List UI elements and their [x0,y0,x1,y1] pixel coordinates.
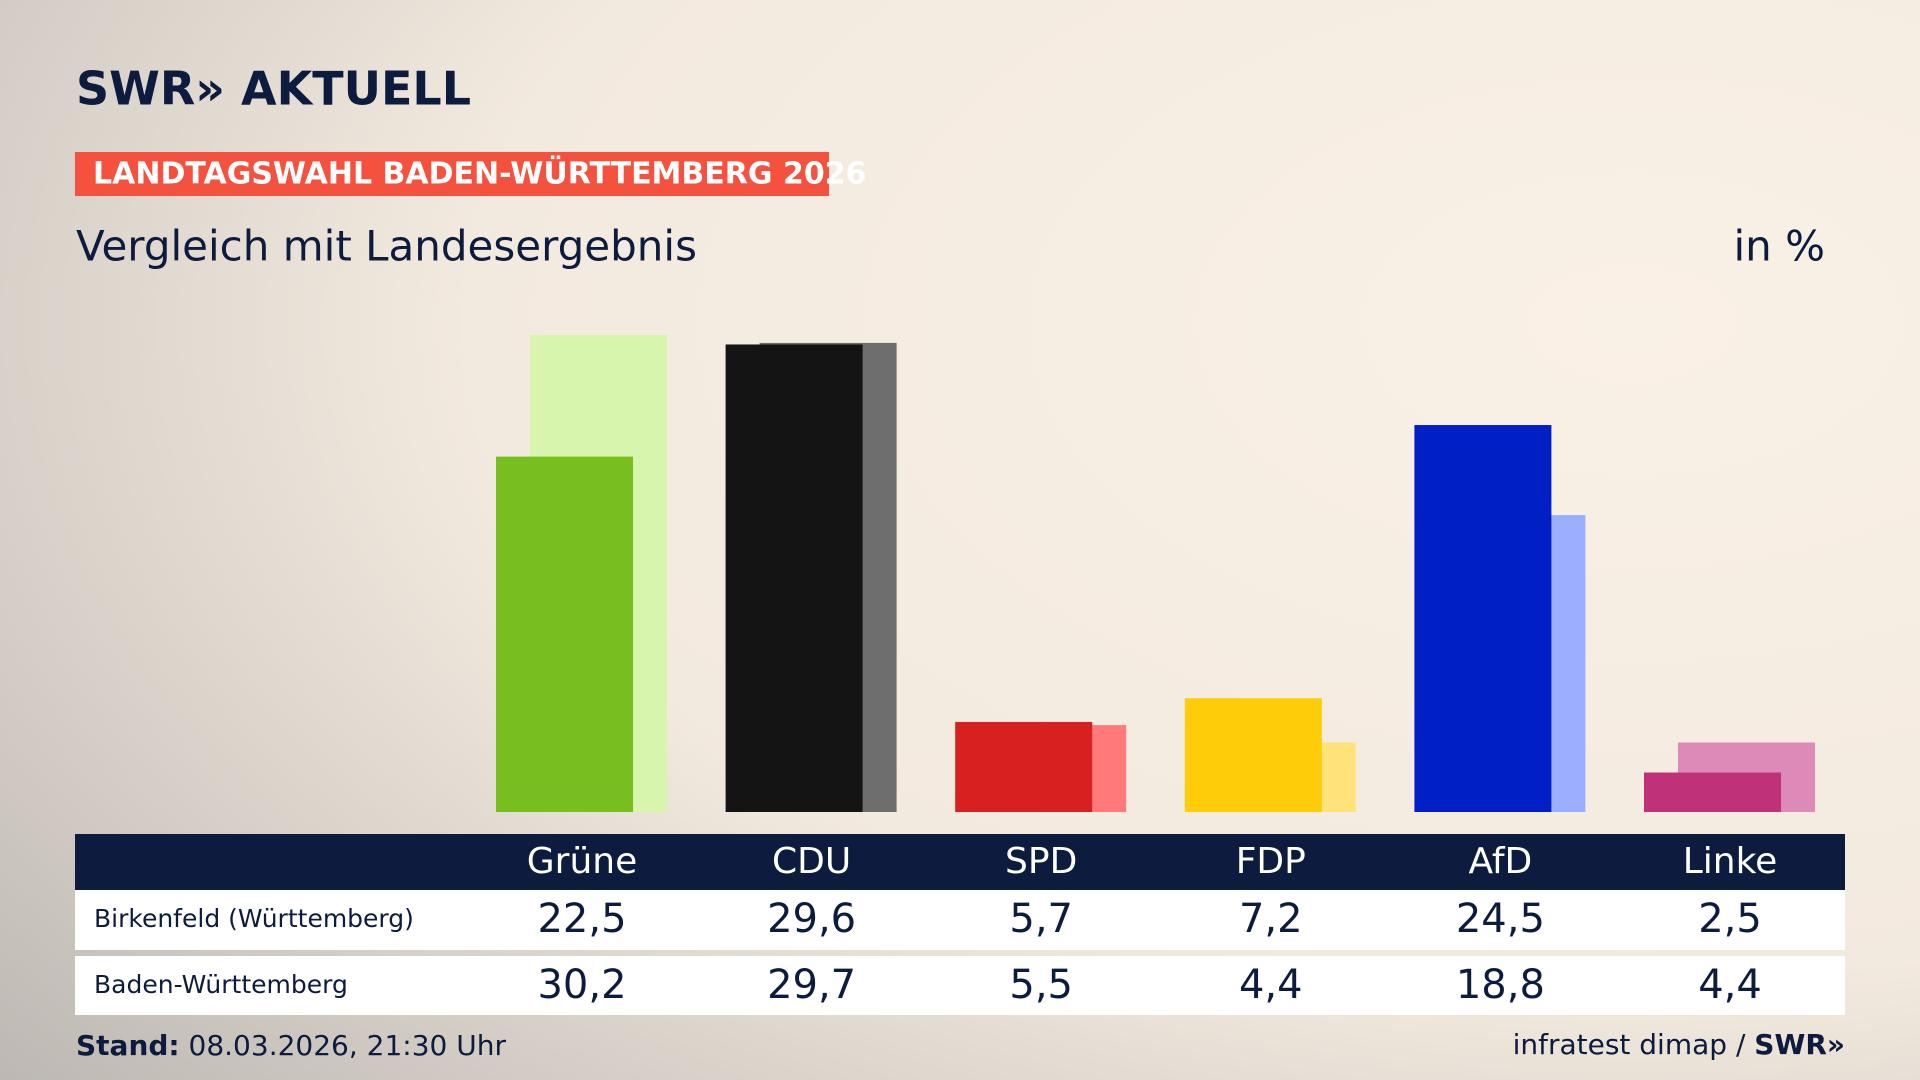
footer-stand: Stand: 08.03.2026, 21:30 Uhr [76,1029,506,1062]
tag-box [75,152,829,196]
value-label: 30,2 [537,962,626,1008]
value-label: 5,7 [1009,896,1073,942]
bar [496,456,633,812]
bar [725,344,863,812]
category-label: SPD [1005,841,1077,882]
value-label: 18,8 [1456,962,1545,1008]
table-row [75,890,1845,950]
footer-source: infratest dimap / SWR» [1513,1028,1845,1061]
category-label: Grüne [527,841,637,882]
row-label: Baden-Württemberg [94,970,348,999]
value-label: 4,4 [1239,962,1303,1008]
chart-title: Vergleich mit Landesergebnis [76,222,697,271]
source-logo: SWR» [1754,1028,1845,1061]
unit: in % [1733,222,1825,271]
value-label: 5,5 [1009,962,1073,1008]
tag: LANDTAGSWAHL BADEN-WÜRTTEMBERG 2026 [93,155,866,192]
value-label: 22,5 [537,896,626,942]
value-label: 29,6 [767,896,856,942]
value-label: 7,2 [1239,896,1303,942]
bar [1414,425,1552,812]
table-header [75,834,1845,890]
bar [1184,698,1322,812]
table-row [75,956,1845,1015]
logo: SWR» AKTUELL [76,62,471,116]
stand-label: Stand: [76,1029,180,1062]
value-label: 24,5 [1456,896,1545,942]
bar [955,721,1093,812]
stand: 08.03.2026, 21:30 Uhr [189,1029,507,1062]
value-label: 2,5 [1698,896,1762,942]
row-label: Birkenfeld (Württemberg) [94,904,414,933]
category-label: Linke [1683,841,1778,882]
category-label: CDU [772,841,851,882]
category-label: FDP [1236,841,1306,882]
value-label: 4,4 [1698,962,1762,1008]
bar [1644,772,1781,812]
value-label: 29,7 [767,962,856,1008]
category-label: AfD [1469,841,1533,882]
source: infratest dimap / [1513,1028,1746,1061]
